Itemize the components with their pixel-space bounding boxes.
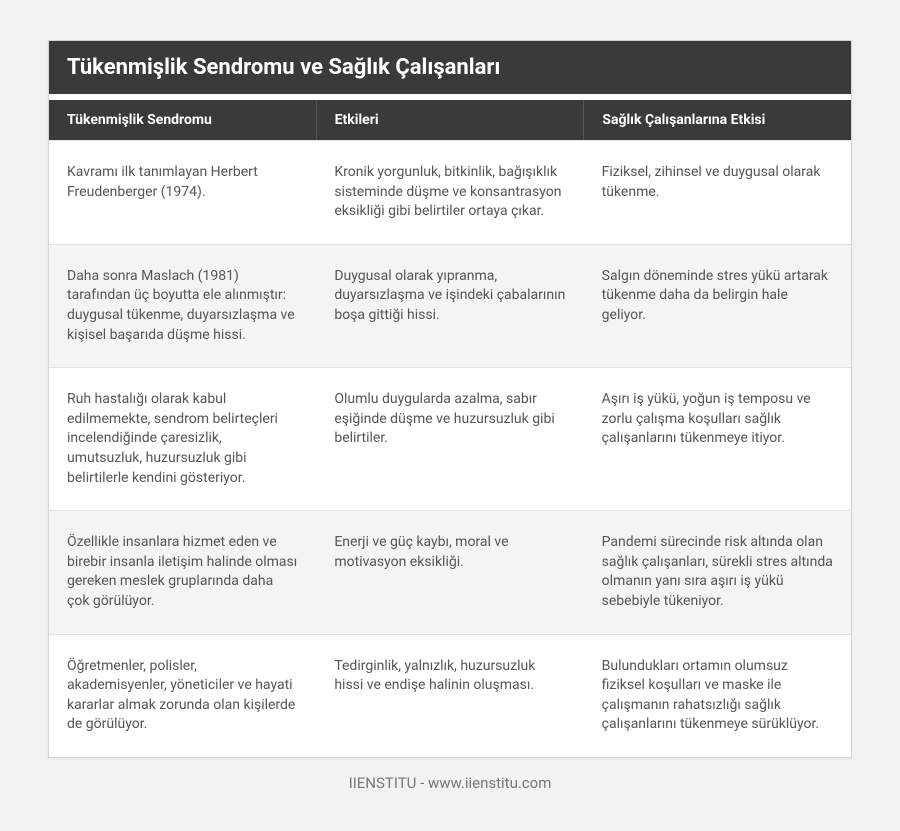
table-cell: Enerji ve güç kaybı, moral ve motivasyon… [316,511,583,633]
table-cell: Ruh hastalığı olarak kabul edilmemekte, … [49,368,316,510]
table-row: Ruh hastalığı olarak kabul edilmemekte, … [49,367,851,510]
table-body: Kavramı ilk tanımlayan Herbert Freudenbe… [49,140,851,757]
table-card: Tükenmişlik Sendromu ve Sağlık Çalışanla… [48,40,852,758]
column-header-1: Etkileri [317,100,585,140]
column-header-2: Sağlık Çalışanlarına Etkisi [584,100,851,140]
table-cell: Kronik yorgunluk, bitkinlik, bağışıklık … [316,141,583,244]
table-cell: Bulundukları ortamın olumsuz fiziksel ko… [584,635,851,757]
table-title: Tükenmişlik Sendromu ve Sağlık Çalışanla… [49,41,851,100]
table-cell: Fiziksel, zihinsel ve duygusal olarak tü… [584,141,851,244]
table-header-row: Tükenmişlik Sendromu Etkileri Sağlık Çal… [49,100,851,140]
table-row: Öğretmenler, polisler, akademisyenler, y… [49,634,851,757]
footer-attribution: IIENSTITU - www.iienstitu.com [48,758,852,792]
table-cell: Olumlu duygularda azalma, sabır eşiğinde… [316,368,583,510]
table-row: Kavramı ilk tanımlayan Herbert Freudenbe… [49,140,851,244]
table-row: Özellikle insanlara hizmet eden ve bireb… [49,510,851,633]
table-cell: Salgın döneminde stres yükü artarak tüke… [584,245,851,367]
table-cell: Duygusal olarak yıpranma, duyarsızlaşma … [316,245,583,367]
table-cell: Pandemi sürecinde risk altında olan sağl… [584,511,851,633]
table-cell: Aşırı iş yükü, yoğun iş temposu ve zorlu… [584,368,851,510]
table-cell: Daha sonra Maslach (1981) tarafından üç … [49,245,316,367]
table-cell: Tedirginlik, yalnızlık, huzursuzluk hiss… [316,635,583,757]
table-cell: Öğretmenler, polisler, akademisyenler, y… [49,635,316,757]
column-header-0: Tükenmişlik Sendromu [49,100,317,140]
table-cell: Kavramı ilk tanımlayan Herbert Freudenbe… [49,141,316,244]
table-row: Daha sonra Maslach (1981) tarafından üç … [49,244,851,367]
table-cell: Özellikle insanlara hizmet eden ve bireb… [49,511,316,633]
